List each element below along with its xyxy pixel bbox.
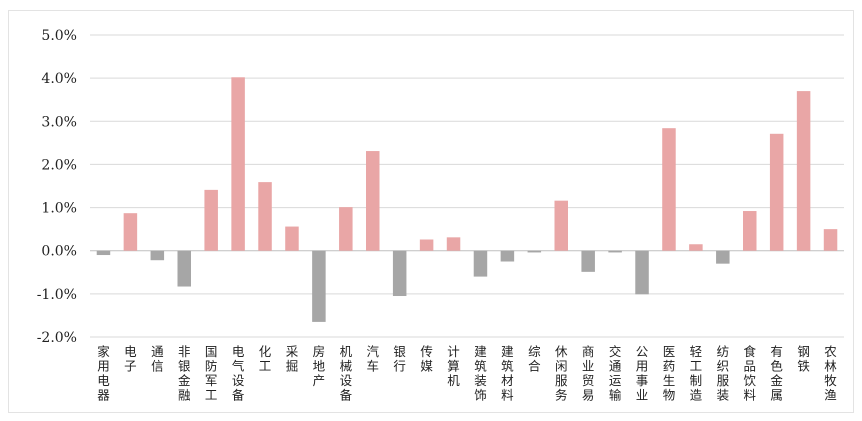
x-category-label: 公用事业 [636, 344, 649, 403]
chart-frame [8, 10, 854, 413]
x-category-label: 轻工制造 [690, 344, 703, 403]
x-category-label: 综合 [528, 344, 541, 374]
x-category-label: 传媒 [420, 344, 433, 374]
x-category-label: 家用电器 [97, 344, 110, 403]
x-category-label: 采掘 [286, 344, 299, 374]
y-tick-label: 3.0% [41, 114, 77, 130]
x-category-label: 计算机 [447, 344, 460, 388]
x-category-label: 非银金融 [178, 344, 191, 403]
x-category-label: 商业贸易 [582, 344, 595, 403]
bar-交通运输 [608, 250, 622, 253]
x-category-label: 银行 [393, 344, 406, 374]
x-category-label: 有色金属 [770, 344, 783, 403]
bar-轻工制造 [689, 244, 703, 251]
bars [96, 77, 838, 322]
bar-钢铁 [796, 91, 811, 251]
bar-公用事业 [635, 250, 649, 295]
y-tick-label: 1.0% [41, 201, 77, 217]
bar-房地产 [312, 250, 326, 322]
y-tick-label: -1.0% [37, 287, 77, 303]
y-axis-ticks: -2.0% -1.0% 0.0% 1.0% 2.0% 3.0% 4.0% 5.0% [37, 28, 77, 346]
bar-计算机 [446, 237, 461, 251]
x-category-label: 交通运输 [609, 344, 622, 403]
bar-休闲服务 [554, 200, 568, 251]
bar-电子 [123, 213, 138, 251]
bar-通信 [150, 250, 165, 261]
bar-食品饮料 [743, 211, 757, 251]
x-category-label: 通信 [151, 344, 164, 374]
x-category-label: 医药生物 [663, 344, 676, 403]
x-category-label: 国防军工 [205, 344, 218, 403]
x-category-label: 纺织服装 [717, 344, 730, 403]
x-category-label: 化工 [259, 344, 272, 374]
bar-建筑材料 [500, 250, 515, 262]
x-category-label: 建筑装饰 [474, 344, 487, 403]
bar-综合 [527, 250, 542, 253]
bar-化工 [258, 182, 272, 251]
bar-采掘 [285, 226, 299, 251]
bar-银行 [392, 250, 407, 297]
bar-商业贸易 [581, 250, 595, 272]
x-category-label: 钢铁 [797, 344, 810, 374]
x-category-label: 食品饮料 [743, 344, 756, 403]
x-category-label: 休闲服务 [555, 344, 568, 403]
x-category-label: 建筑材料 [501, 344, 514, 403]
x-category-label: 汽车 [366, 344, 379, 374]
bar-家用电器 [96, 250, 111, 256]
bar-传媒 [419, 239, 434, 251]
x-category-label: 农林牧渔 [824, 344, 837, 403]
gridlines [90, 34, 844, 338]
y-tick-label: 5.0% [41, 28, 77, 44]
x-category-label: 电气设备 [232, 344, 245, 403]
bar-非银金融 [177, 250, 191, 287]
bar-医药生物 [662, 128, 676, 251]
x-category-label: 机械设备 [340, 344, 353, 403]
bar-机械设备 [339, 207, 353, 251]
y-tick-label: 2.0% [41, 157, 77, 173]
y-tick-label: 4.0% [41, 71, 77, 87]
y-tick-label: 0.0% [41, 244, 77, 260]
y-tick-label: -2.0% [37, 330, 77, 346]
bar-建筑装饰 [473, 250, 488, 277]
bar-纺织服装 [716, 250, 730, 264]
x-category-label: 电子 [124, 344, 137, 374]
bar-电气设备 [231, 77, 245, 251]
bar-农林牧渔 [823, 229, 838, 251]
bar-汽车 [366, 151, 380, 251]
bar-有色金属 [769, 133, 784, 251]
bar-国防军工 [204, 189, 218, 251]
x-category-label: 房地产 [313, 344, 326, 388]
